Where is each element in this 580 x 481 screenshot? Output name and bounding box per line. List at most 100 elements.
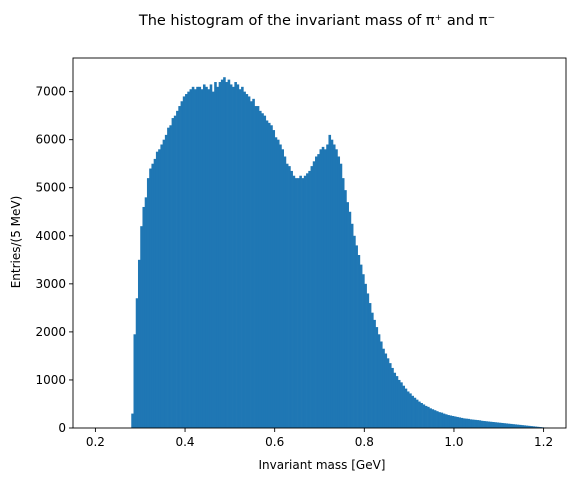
- histogram-bar: [229, 84, 233, 428]
- histogram-bar: [362, 274, 365, 428]
- histogram-bars: [131, 77, 549, 429]
- histogram-bar: [223, 77, 226, 429]
- histogram-bar: [429, 408, 432, 428]
- histogram-bar: [164, 134, 168, 428]
- histogram-bar: [281, 149, 284, 428]
- histogram-bar: [144, 197, 148, 428]
- histogram-bar: [149, 168, 152, 429]
- histogram-bar: [346, 202, 349, 428]
- x-tick-label: 1.2: [534, 435, 553, 449]
- histogram-bar: [357, 255, 361, 428]
- histogram-bar: [209, 84, 213, 428]
- histogram-bar: [263, 115, 267, 428]
- histogram-bar: [283, 156, 287, 428]
- y-tick-label: 0: [58, 421, 66, 435]
- histogram-bar: [270, 125, 273, 428]
- histogram-bar: [474, 419, 477, 428]
- histogram-bar: [395, 376, 399, 428]
- histogram-bar: [297, 178, 300, 428]
- histogram-bar: [323, 149, 327, 428]
- histogram-bar: [267, 122, 271, 429]
- histogram-bar: [220, 79, 224, 428]
- histogram-bar: [258, 110, 262, 428]
- histogram-bar: [247, 96, 251, 428]
- histogram-bar: [440, 412, 444, 428]
- histogram-bar: [514, 424, 518, 428]
- histogram-bar: [386, 358, 390, 428]
- histogram-bar: [232, 86, 235, 428]
- histogram-bar: [330, 139, 334, 429]
- histogram-bar: [303, 175, 307, 428]
- histogram-bar: [480, 420, 484, 428]
- histogram-bar: [225, 82, 228, 428]
- histogram-bar: [142, 206, 146, 428]
- histogram-bar: [234, 82, 237, 428]
- histogram-bar: [207, 89, 211, 428]
- x-tick-label: 0.8: [355, 435, 374, 449]
- histogram-bar: [153, 158, 157, 428]
- y-tick-label: 1000: [35, 373, 66, 387]
- histogram-bar: [375, 327, 379, 428]
- histogram-bar: [539, 427, 542, 428]
- x-tick-label: 0.2: [86, 435, 105, 449]
- histogram-bar: [133, 334, 137, 428]
- histogram-bar: [509, 423, 513, 428]
- histogram-bar: [274, 137, 278, 429]
- histogram-bar: [299, 175, 302, 428]
- histogram-bar: [194, 89, 197, 428]
- histogram-bar: [534, 426, 538, 428]
- plot-frame: [72, 57, 567, 429]
- histogram-bar: [505, 423, 509, 428]
- histogram-bar: [530, 426, 533, 428]
- histogram-bar: [377, 334, 381, 428]
- y-tick-label: 2000: [35, 325, 66, 339]
- histogram-bar: [485, 421, 488, 428]
- histogram-bar: [355, 245, 358, 428]
- histogram-bar: [254, 106, 258, 429]
- histogram-bar: [512, 424, 515, 428]
- histogram-bar: [321, 146, 325, 428]
- y-tick-label: 7000: [35, 85, 66, 99]
- histogram-bar: [404, 388, 408, 428]
- histogram-bar: [350, 223, 354, 428]
- histogram-bar: [483, 421, 486, 428]
- histogram-bar: [205, 86, 208, 428]
- y-tick-label: 3000: [35, 277, 66, 291]
- histogram-bar: [178, 106, 181, 429]
- histogram-bar: [411, 395, 414, 428]
- histogram-bar: [155, 151, 159, 428]
- histogram-bar: [523, 425, 527, 428]
- histogram-bar: [341, 178, 345, 428]
- histogram-bar: [413, 397, 417, 428]
- histogram-bar: [516, 424, 520, 428]
- histogram-bar: [151, 163, 155, 428]
- histogram-bar: [456, 416, 459, 428]
- histogram-bar: [167, 127, 170, 428]
- histogram-bar: [431, 409, 435, 428]
- histogram-bar: [256, 106, 260, 429]
- y-tick-label: 4000: [35, 229, 66, 243]
- histogram-bar: [422, 404, 426, 428]
- histogram-bar: [294, 178, 298, 428]
- histogram-bar: [158, 149, 161, 428]
- histogram-bar: [218, 82, 222, 428]
- histogram-bar: [498, 422, 502, 428]
- histogram-bar: [487, 421, 491, 428]
- histogram-bar: [503, 423, 506, 428]
- x-tick-label: 1.0: [444, 435, 463, 449]
- histogram-bar: [326, 144, 329, 428]
- histogram-bar: [131, 413, 134, 428]
- x-tick-label: 0.6: [265, 435, 284, 449]
- histogram-bar: [169, 125, 172, 428]
- histogram-bar: [191, 86, 195, 428]
- histogram-bar: [227, 79, 231, 428]
- histogram-bar: [261, 113, 264, 429]
- histogram-bar: [344, 190, 347, 428]
- histogram-bar: [384, 353, 388, 428]
- histogram-bar: [312, 161, 316, 428]
- histogram-bar: [301, 178, 305, 428]
- histogram-bar: [518, 424, 522, 428]
- histogram-bar: [310, 166, 314, 428]
- histogram-bar: [393, 372, 397, 428]
